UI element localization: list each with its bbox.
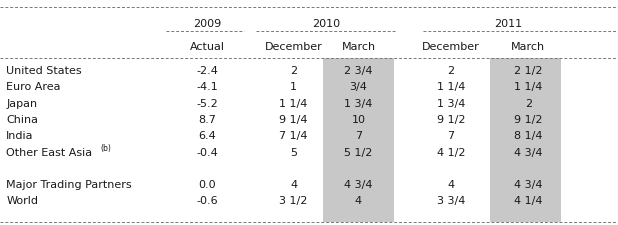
Text: -4.1: -4.1 [196,82,218,92]
Text: India: India [6,131,33,141]
Text: 4 3/4: 4 3/4 [344,179,373,189]
Text: 4 3/4: 4 3/4 [514,147,543,157]
Text: 4 1/4: 4 1/4 [514,196,543,205]
Text: 4 3/4: 4 3/4 [514,179,543,189]
Text: 4: 4 [355,196,362,205]
Text: 1 1/4: 1 1/4 [514,82,543,92]
Text: March: March [511,42,546,52]
Text: Other East Asia: Other East Asia [6,147,92,157]
Text: 3 3/4: 3 3/4 [437,196,465,205]
Text: 2: 2 [447,66,455,76]
Text: 6.4: 6.4 [198,131,216,141]
Text: 4 1/2: 4 1/2 [437,147,465,157]
Text: 8 1/4: 8 1/4 [514,131,543,141]
Text: Major Trading Partners: Major Trading Partners [6,179,132,189]
Text: 2009: 2009 [193,19,221,29]
Text: -0.6: -0.6 [197,196,218,205]
Text: -5.2: -5.2 [196,98,218,108]
Text: China: China [6,115,38,124]
Text: Japan: Japan [6,98,37,108]
Text: 5 1/2: 5 1/2 [344,147,373,157]
Text: 1: 1 [290,82,297,92]
Text: 5: 5 [290,147,297,157]
Text: 8.7: 8.7 [198,115,216,124]
Text: 2010: 2010 [312,19,341,29]
Text: Actual: Actual [190,42,224,52]
Text: 1 1/4: 1 1/4 [437,82,465,92]
Text: 1 3/4: 1 3/4 [437,98,465,108]
Text: 3 1/2: 3 1/2 [279,196,308,205]
Text: 7: 7 [355,131,362,141]
Text: 9 1/4: 9 1/4 [279,115,308,124]
Text: 4: 4 [290,179,297,189]
Text: 7 1/4: 7 1/4 [279,131,308,141]
Text: 10: 10 [352,115,365,124]
Text: -2.4: -2.4 [196,66,218,76]
Text: 2 3/4: 2 3/4 [344,66,373,76]
Text: 9 1/2: 9 1/2 [437,115,465,124]
Text: 2 1/2: 2 1/2 [514,66,543,76]
Text: 7: 7 [447,131,455,141]
Text: December: December [265,42,323,52]
Text: 2: 2 [525,98,532,108]
Text: 3/4: 3/4 [350,82,367,92]
Text: -0.4: -0.4 [196,147,218,157]
Text: World: World [6,196,38,205]
Bar [490,58,561,222]
Text: 9 1/2: 9 1/2 [514,115,543,124]
Text: December: December [422,42,480,52]
Text: 1 3/4: 1 3/4 [344,98,373,108]
Bar [323,58,394,222]
Text: 4: 4 [447,179,455,189]
Text: United States: United States [6,66,82,76]
Text: March: March [341,42,376,52]
Text: (b): (b) [100,143,111,152]
Text: Euro Area: Euro Area [6,82,61,92]
Text: 2: 2 [290,66,297,76]
Text: 1 1/4: 1 1/4 [279,98,308,108]
Text: 0.0: 0.0 [198,179,216,189]
Text: 2011: 2011 [494,19,522,29]
